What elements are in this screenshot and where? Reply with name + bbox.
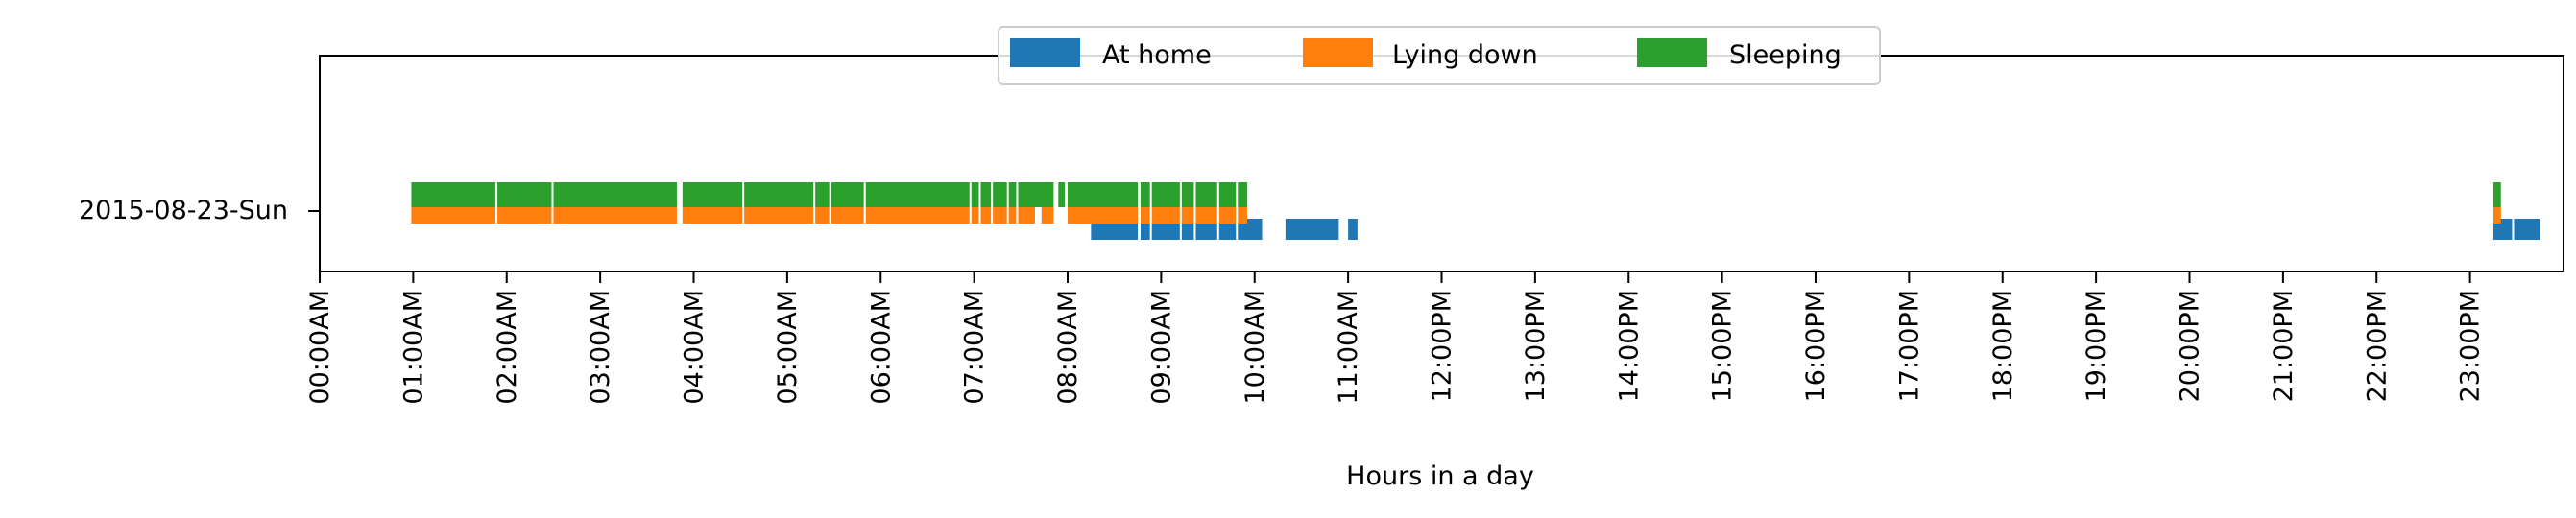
- legend-label-lying-down: Lying down: [1392, 40, 1538, 70]
- x-tick-label: 09:00AM: [1146, 290, 1176, 405]
- x-tick-label: 22:00PM: [2362, 290, 2392, 402]
- x-tick-label: 08:00AM: [1053, 290, 1083, 405]
- x-tick-label: 21:00PM: [2269, 290, 2299, 402]
- x-tick-label: 14:00PM: [1614, 290, 1644, 402]
- segment-gap-17: [2512, 180, 2515, 242]
- segment-gap-3: [813, 180, 816, 242]
- segment-gap-12: [1149, 180, 1152, 242]
- x-tick-label: 02:00AM: [493, 290, 522, 405]
- x-tick-label: 13:00PM: [1521, 290, 1551, 402]
- bar-at-home-2: [1348, 219, 1358, 240]
- x-tick-label: 23:00PM: [2456, 290, 2486, 402]
- y-tick-label: 2015-08-23-Sun: [79, 196, 288, 225]
- x-tick-label: 07:00AM: [960, 290, 990, 405]
- legend-label-at-home: At home: [1102, 40, 1212, 70]
- x-tick-label: 04:00AM: [680, 290, 710, 405]
- segment-gap-15: [1216, 180, 1219, 242]
- x-tick-label: 06:00AM: [866, 290, 896, 405]
- segment-gap-8: [991, 180, 994, 242]
- x-tick-label: 03:00AM: [586, 290, 615, 405]
- segment-gap-10: [1016, 180, 1019, 242]
- bar-sleeping-1: [682, 182, 1054, 207]
- segment-gap-14: [1193, 180, 1196, 242]
- bar-lying-down-2: [1041, 205, 1054, 224]
- segment-gap-2: [742, 180, 745, 242]
- x-tick-label: 05:00AM: [773, 290, 803, 405]
- bar-sleeping-0: [411, 182, 677, 207]
- x-tick-label: 18:00PM: [1988, 290, 2018, 402]
- x-tick-label: 10:00AM: [1240, 290, 1270, 405]
- x-tick-label: 17:00PM: [1894, 290, 1924, 402]
- plot-frame: [319, 55, 2564, 272]
- segment-gap-9: [1006, 180, 1009, 242]
- y-axis: 2015-08-23-Sun: [79, 196, 320, 225]
- segment-gap-13: [1179, 180, 1182, 242]
- segment-gap-7: [978, 180, 981, 242]
- segment-gap-5: [863, 180, 866, 242]
- x-tick-label: 20:00PM: [2176, 290, 2205, 402]
- x-tick-label: 19:00PM: [2082, 290, 2111, 402]
- x-axis-label: Hours in a day: [1346, 461, 1534, 491]
- legend-swatch-at-home: [1010, 38, 1080, 67]
- legend-item-sleeping: Sleeping: [1637, 38, 1842, 70]
- bar-lying-down-1: [682, 205, 1035, 224]
- legend-swatch-lying-down: [1303, 38, 1373, 67]
- legend-label-sleeping: Sleeping: [1729, 40, 1842, 70]
- bar-sleeping-3: [1068, 182, 1247, 207]
- x-tick-label: 12:00PM: [1428, 290, 1457, 402]
- segment-gap-11: [1138, 180, 1141, 242]
- segment-gap-16: [1236, 180, 1239, 242]
- legend-item-at-home: At home: [1010, 38, 1212, 70]
- bar-lying-down-3: [1068, 205, 1247, 224]
- segment-gap-4: [829, 180, 831, 242]
- x-tick-label: 00:00AM: [305, 290, 335, 405]
- segment-gap-6: [969, 180, 972, 242]
- bars-layer: [411, 180, 2540, 242]
- x-axis: 00:00AM 01:00AM 02:00AM 03:00AM 04:00AM 05:00…: [305, 271, 2486, 405]
- legend: At home Lying down Sleeping: [998, 26, 1881, 85]
- segment-gap-0: [495, 180, 498, 242]
- bar-at-home-3: [2492, 219, 2540, 240]
- bar-at-home-1: [1285, 219, 1339, 240]
- bar-sleeping-4: [2492, 182, 2501, 207]
- x-tick-label: 15:00PM: [1708, 290, 1738, 402]
- bar-lying-down-0: [411, 205, 677, 224]
- x-tick-label: 16:00PM: [1801, 290, 1831, 402]
- bar-lying-down-4: [2492, 205, 2501, 224]
- bar-at-home-0: [1091, 219, 1263, 240]
- legend-swatch-sleeping: [1637, 38, 1707, 67]
- legend-item-lying-down: Lying down: [1303, 38, 1538, 70]
- x-tick-label: 11:00AM: [1334, 290, 1363, 405]
- x-tick-label: 01:00AM: [398, 290, 428, 405]
- segment-gap-1: [551, 180, 554, 242]
- bar-sleeping-2: [1058, 182, 1066, 207]
